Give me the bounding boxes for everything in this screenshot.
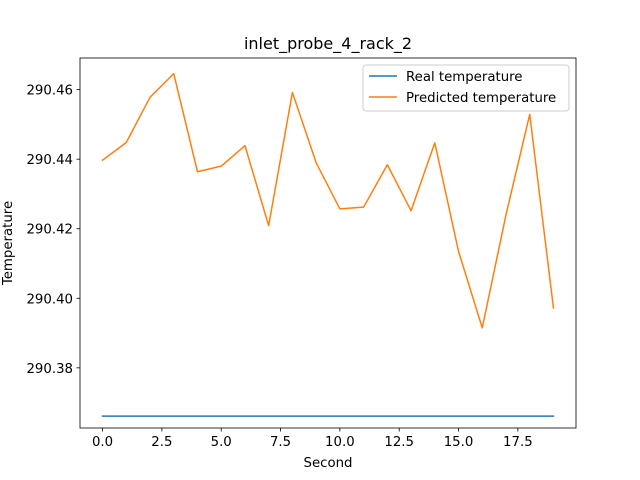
y-tick-label: 290.40 bbox=[26, 292, 73, 307]
x-tick-label: 12.5 bbox=[384, 435, 414, 450]
x-tick-label: 7.5 bbox=[270, 435, 291, 450]
x-tick-label: 2.5 bbox=[151, 435, 172, 450]
x-tick-label: 10.0 bbox=[325, 435, 355, 450]
legend: Real temperature Predicted temperature bbox=[362, 64, 570, 112]
legend-label-0: Real temperature bbox=[406, 70, 522, 85]
x-tick-label: 15.0 bbox=[444, 435, 474, 450]
y-tick-label: 290.38 bbox=[26, 362, 73, 377]
legend-label-1: Predicted temperature bbox=[406, 91, 556, 106]
series-line-1 bbox=[101, 72, 555, 329]
y-tick-label: 290.42 bbox=[26, 223, 73, 238]
y-axis-label: Temperature bbox=[1, 201, 16, 286]
x-tick-label: 17.5 bbox=[503, 435, 533, 450]
legend-box bbox=[362, 64, 570, 112]
x-axis-label: Second bbox=[304, 456, 353, 471]
chart-title: inlet_probe_4_rack_2 bbox=[244, 34, 412, 54]
axes-frame bbox=[79, 57, 577, 429]
y-tick-label: 290.46 bbox=[26, 84, 73, 99]
plot-area: 0.0 2.5 5.0 7.5 10.0 12.5 15.0 17.5 290.38 290.40… bbox=[26, 57, 577, 450]
x-tick-label: 0.0 bbox=[92, 435, 113, 450]
y-tick-label: 290.44 bbox=[26, 153, 73, 168]
x-tick-label: 5.0 bbox=[211, 435, 232, 450]
